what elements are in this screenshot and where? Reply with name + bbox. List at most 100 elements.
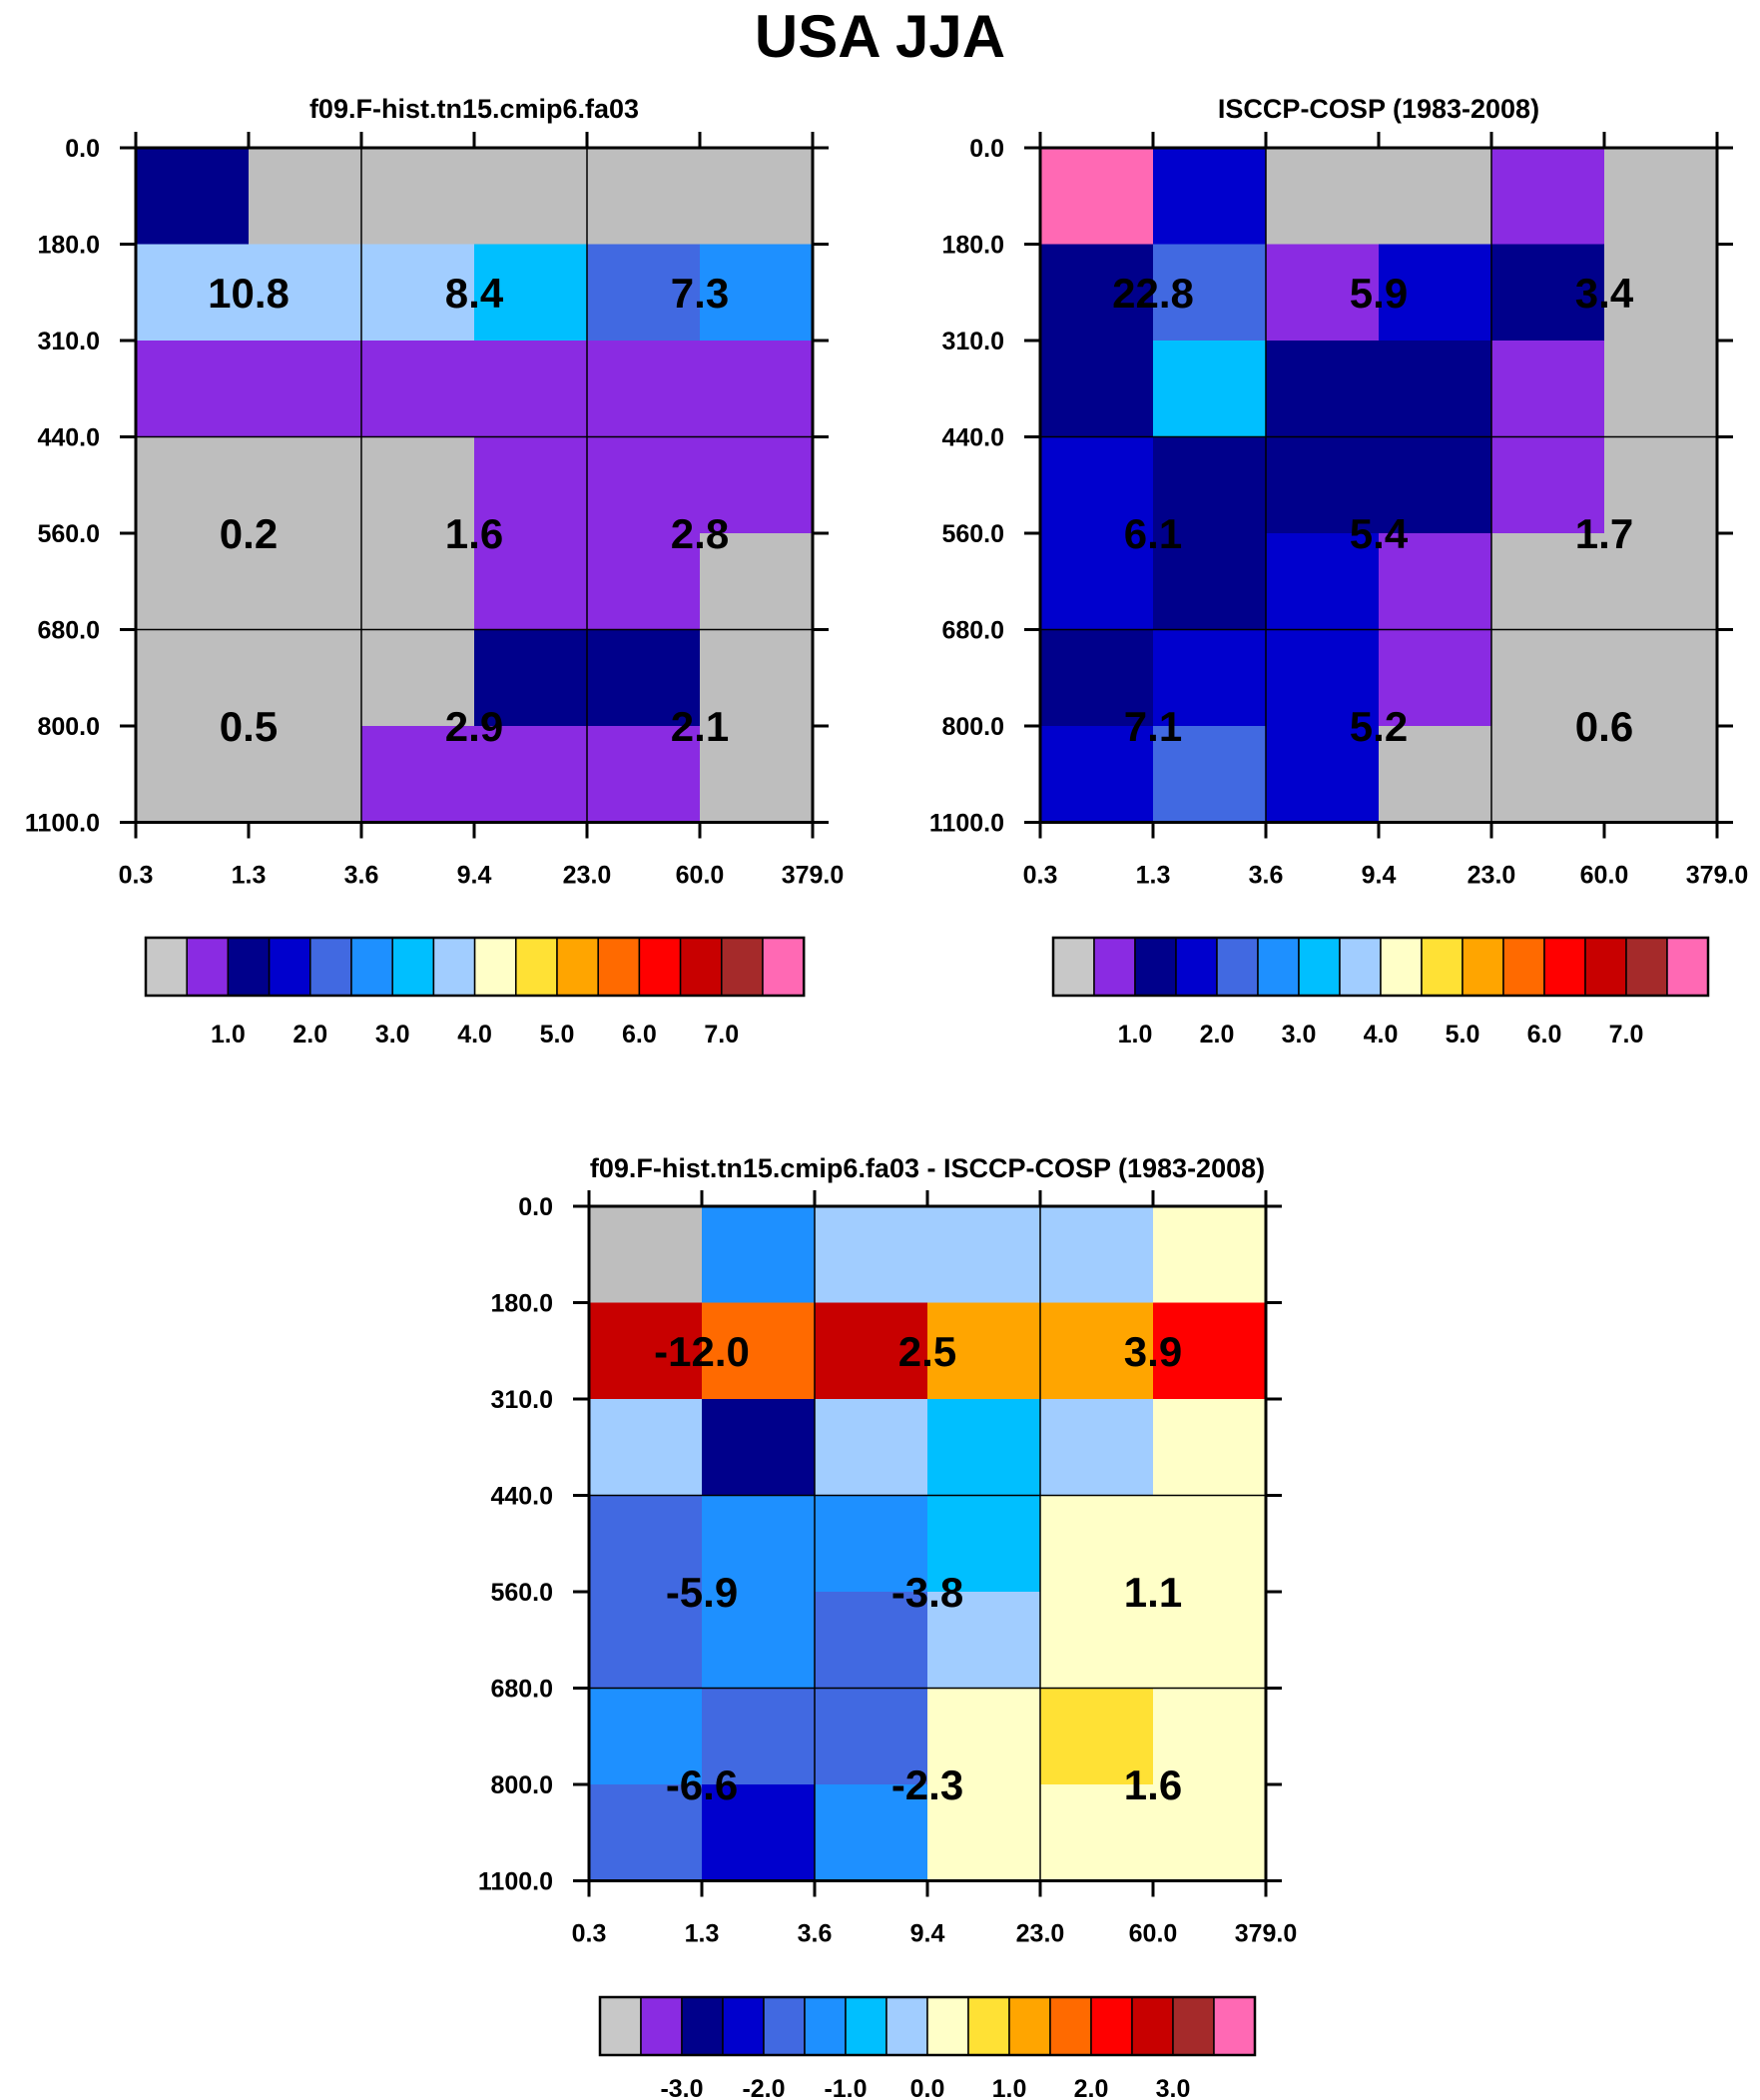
heatmap-cell xyxy=(700,341,814,438)
colorbar-label: 5.0 xyxy=(1446,1021,1480,1049)
heatmap-cell xyxy=(1040,244,1154,342)
x-tick-label: 23.0 xyxy=(563,862,612,890)
heatmap-cell xyxy=(1040,1784,1154,1882)
heatmap-cell xyxy=(249,726,362,824)
heatmap-cell xyxy=(136,244,250,342)
colorbar-swatch xyxy=(1502,937,1545,997)
colorbar-label: 0.0 xyxy=(910,2075,945,2100)
y-tick-label: 440.0 xyxy=(37,424,100,452)
colorbar-swatch xyxy=(1625,937,1668,997)
colorbar-label: 3.0 xyxy=(1156,2075,1191,2100)
colorbar-label: 2.0 xyxy=(293,1021,327,1049)
cell-value-label: 2.9 xyxy=(445,703,503,750)
colorbar-swatch xyxy=(722,1996,765,2056)
y-tick-label: 1100.0 xyxy=(929,810,1004,838)
heatmap-cell xyxy=(361,244,475,342)
colorbar-swatch xyxy=(640,1996,683,2056)
panel-2: ISCCP-COSP (1983-2008) 0.0 180.0 310.0 440.0… xyxy=(929,94,1748,1049)
panel-title: f09.F-hist.tn15.cmip6.fa03 xyxy=(309,94,639,124)
heatmap-cell xyxy=(927,1688,1041,1785)
heatmap-cell xyxy=(927,1592,1041,1690)
heatmap-cell xyxy=(587,148,701,246)
cell-value-label: 1.6 xyxy=(1124,1761,1182,1808)
x-tick-label: 60.0 xyxy=(1580,862,1629,890)
colorbar-label: 7.0 xyxy=(1609,1021,1644,1049)
heatmap-cell xyxy=(1040,1592,1154,1690)
page-title: USA JJA xyxy=(754,3,1006,70)
heatmap-cell xyxy=(1153,1592,1267,1690)
heatmap-cell xyxy=(1604,148,1718,246)
x-tick-label: 379.0 xyxy=(1686,862,1749,890)
x-tick-label: 3.6 xyxy=(798,1920,833,1948)
heatmap-cell xyxy=(815,1399,928,1497)
colorbar-frame xyxy=(598,1995,1257,2057)
y-tick-label: 310.0 xyxy=(490,1386,553,1414)
x-tick-label: 3.6 xyxy=(344,862,379,890)
heatmap-cell xyxy=(1040,148,1154,246)
heatmap-cell xyxy=(815,1495,928,1593)
heatmap-cell xyxy=(1379,726,1492,824)
colorbar-swatch xyxy=(1134,937,1177,997)
cell-value-label: 5.4 xyxy=(1350,510,1409,557)
colorbar-swatch xyxy=(1421,937,1464,997)
colorbar-swatch xyxy=(1584,937,1627,997)
colorbar-swatch xyxy=(679,937,723,997)
heatmap-cell xyxy=(136,436,250,534)
heatmap-cell xyxy=(1266,533,1380,631)
heatmap-cell xyxy=(136,341,250,438)
heatmap-cell xyxy=(1153,533,1267,631)
colorbar-swatch xyxy=(1008,1996,1051,2056)
colorbar-label: 1.0 xyxy=(211,1021,246,1049)
heatmap-cell xyxy=(1604,629,1718,727)
colorbar-swatch xyxy=(599,1996,642,2056)
x-tick-label: 3.6 xyxy=(1249,862,1284,890)
x-tick-label: 1.3 xyxy=(232,862,267,890)
colorbar-swatch xyxy=(681,1996,724,2056)
colorbar-swatch xyxy=(391,937,435,997)
y-tick-label: 680.0 xyxy=(490,1676,553,1704)
heatmap-cell xyxy=(1153,1495,1267,1593)
heatmap-cell xyxy=(1491,148,1605,246)
heatmap-cell xyxy=(136,629,250,727)
heatmap-cell xyxy=(587,629,701,727)
heatmap-cell xyxy=(474,341,588,438)
heatmap-cell xyxy=(1491,533,1605,631)
heatmap-cell xyxy=(361,726,475,824)
heatmap-cell xyxy=(1266,341,1380,438)
heatmap-cell xyxy=(249,148,362,246)
heatmap-cell xyxy=(1040,436,1154,534)
colorbar-label: 2.0 xyxy=(1074,2075,1109,2100)
heatmap-cell xyxy=(587,436,701,534)
y-tick-label: 560.0 xyxy=(37,520,100,548)
cell-value-label: -12.0 xyxy=(654,1328,750,1375)
colorbar-swatch xyxy=(845,1996,887,2056)
heatmap-cell xyxy=(1266,629,1380,727)
heatmap-cell xyxy=(1379,533,1492,631)
y-tick-label: 800.0 xyxy=(941,713,1004,741)
heatmap-cell xyxy=(1153,1688,1267,1785)
heatmap-cell xyxy=(249,341,362,438)
heatmap-cell xyxy=(1040,1688,1154,1785)
heatmap-cell xyxy=(1604,533,1718,631)
cell-value-label: 7.3 xyxy=(671,270,729,317)
heatmap-cell xyxy=(1153,436,1267,534)
heatmap-cell xyxy=(1379,436,1492,534)
colorbar-swatch xyxy=(1462,937,1504,997)
x-tick-label: 23.0 xyxy=(1467,862,1516,890)
heatmap-cell xyxy=(587,244,701,342)
cell-value-label: 0.5 xyxy=(220,703,278,750)
cell-value-label: 6.1 xyxy=(1124,510,1182,557)
heatmap-cell xyxy=(1604,726,1718,824)
heatmap-cell xyxy=(702,1592,816,1690)
colorbar-swatch xyxy=(1257,937,1300,997)
heatmap-cell xyxy=(700,148,814,246)
heatmap-cell xyxy=(1153,1302,1267,1400)
colorbar-label: 7.0 xyxy=(704,1021,739,1049)
heatmap-cell xyxy=(1040,726,1154,824)
panel-3: f09.F-hist.tn15.cmip6.fa03 - ISCCP-COSP … xyxy=(478,1153,1297,2100)
y-tick-label: 560.0 xyxy=(490,1579,553,1607)
cell-value-label: 8.4 xyxy=(445,270,504,317)
heatmap-cell xyxy=(1153,1399,1267,1497)
y-tick-label: 180.0 xyxy=(37,232,100,260)
